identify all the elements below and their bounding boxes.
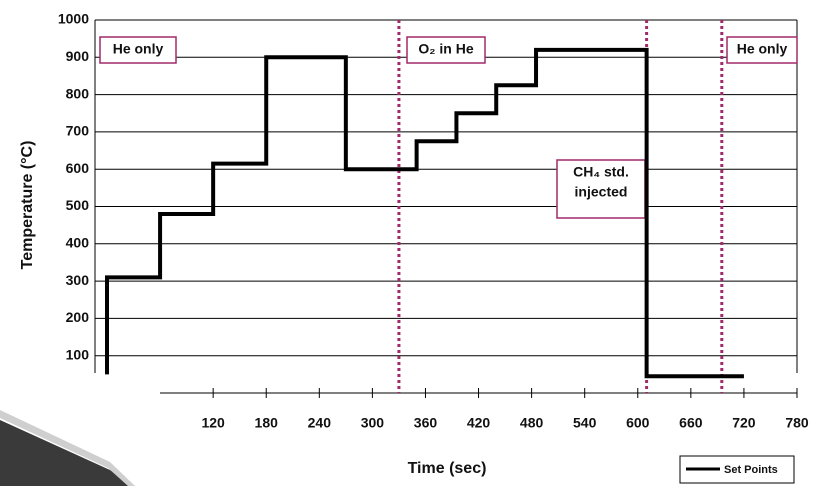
x-tick-label: 600 [626,415,650,431]
y-tick-label: 100 [66,346,90,362]
y-tick-label: 500 [66,197,90,213]
x-tick-label: 240 [308,415,332,431]
x-tick-label: 780 [785,415,809,431]
y-tick-label: 600 [66,160,90,176]
y-tick-label: 900 [66,48,90,64]
y-tick-label: 1000 [58,11,89,27]
y-tick-label: 200 [66,309,90,325]
x-tick-label: 360 [414,415,438,431]
x-tick-label: 180 [255,415,279,431]
annotation-box [726,36,798,64]
y-tick-label: 800 [66,85,90,101]
y-tick-label: 300 [66,272,90,288]
data-line [105,47,744,379]
annotation-text: He only [737,41,788,57]
x-tick-label: 120 [201,415,225,431]
device-edge [0,410,135,486]
x-tick-label: 480 [520,415,544,431]
device-image [0,420,135,486]
annotation-box [99,36,177,64]
x-tick-label: 300 [361,415,385,431]
annotation-box [406,36,486,64]
annotation-text: CH₄ std. [573,164,629,180]
x-tick-label: 660 [679,415,703,431]
annotation-text: injected [575,184,628,200]
y-tick-label: 700 [66,123,90,139]
y-tick-label: 400 [66,235,90,251]
annotation-box [556,159,646,219]
x-tick-label: 720 [732,415,756,431]
annotation-text: O₂ in He [418,41,473,57]
x-tick-label: 540 [573,415,597,431]
legend-label: Set Points [724,464,778,476]
x-tick-label: 420 [467,415,491,431]
y-axis-label: Temperature (°C) [19,141,36,270]
annotation-text: He only [113,41,164,57]
x-axis-label: Time (sec) [408,460,487,477]
